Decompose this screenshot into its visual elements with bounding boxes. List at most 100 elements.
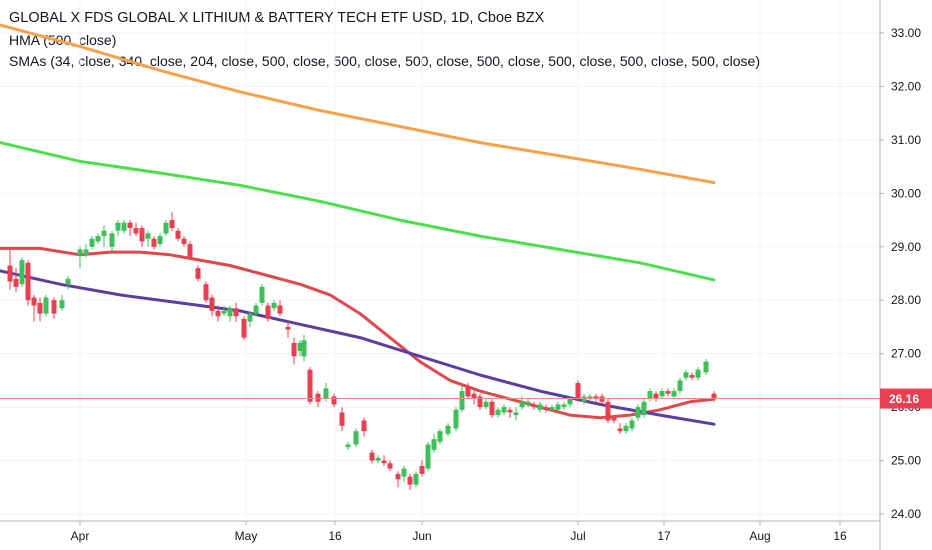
y-tick-label: 32.00 [891, 79, 921, 93]
candle-body [323, 388, 329, 400]
candle-body [659, 391, 665, 397]
candle-down [31, 294, 37, 322]
time-axis[interactable]: Apr May 16 Jun Jul 17 Aug 16 [71, 521, 847, 543]
candle-body [331, 396, 337, 405]
candle-down [277, 300, 283, 317]
candle-down [203, 281, 209, 303]
y-tick-label: 33.00 [891, 26, 921, 40]
candle-body [307, 369, 313, 402]
candle-body [175, 230, 181, 239]
candle-up [19, 257, 25, 287]
candle-body [567, 399, 573, 405]
candle-body [345, 444, 351, 448]
candle-body [285, 326, 291, 330]
candle-down [181, 236, 187, 247]
candle-body [677, 380, 683, 392]
candle-body [265, 305, 271, 319]
candle-body [671, 391, 677, 397]
candle-body [247, 313, 253, 322]
candle-down [369, 449, 375, 464]
candle-down [471, 391, 477, 405]
candle-up [59, 294, 65, 311]
candle-body [121, 222, 127, 231]
candle-body [203, 284, 209, 301]
candle-body [95, 236, 101, 242]
candle-up [353, 428, 359, 448]
candle-up [77, 246, 83, 269]
candle-up [537, 401, 543, 413]
candle-down [665, 388, 671, 397]
candle-up [703, 359, 709, 376]
candle-up [647, 388, 653, 402]
sma-indicator-label[interactable]: SMAs (34, close, 340, close, 204, close,… [9, 53, 760, 69]
candle-down [127, 220, 133, 237]
last-price-badge-bg [880, 388, 932, 409]
x-tick-label: Apr [71, 529, 90, 543]
candle-body [7, 265, 13, 282]
candle-body [483, 401, 489, 408]
candle-body [599, 396, 605, 402]
candle-up [109, 230, 115, 253]
grid [0, 0, 880, 521]
candle-body [215, 310, 221, 317]
candle-down [489, 399, 495, 418]
candle-down [233, 302, 239, 322]
candle-down [215, 305, 221, 322]
candle-body [695, 369, 701, 378]
candle-body [471, 393, 477, 400]
candle-body [301, 340, 307, 357]
candle-up [641, 399, 647, 418]
candle-body [381, 460, 387, 464]
candle-down [387, 460, 393, 472]
candle-up [431, 433, 437, 453]
candle-body [593, 396, 599, 400]
candle-body [587, 396, 593, 400]
candle-body [271, 302, 277, 309]
candle-body [459, 391, 465, 410]
candle-up [629, 417, 635, 432]
candle-body [187, 244, 193, 258]
candle-up [121, 220, 127, 234]
x-tick-label: 16 [328, 529, 342, 543]
candle-up [43, 294, 49, 317]
candle-body [407, 476, 413, 485]
candle-up [549, 404, 555, 413]
candle-up [271, 300, 277, 311]
x-tick-label: Aug [749, 529, 770, 543]
candle-down [599, 393, 605, 405]
candle-body [495, 409, 501, 416]
candle-body [445, 425, 451, 434]
candle-up [635, 404, 641, 421]
candle-body [395, 473, 401, 480]
candle-up [659, 388, 665, 400]
candle-body [401, 468, 407, 477]
candle-down [407, 473, 413, 490]
candle-body [241, 318, 247, 338]
last-price-badge: 26.16 [880, 388, 932, 409]
candle-down [531, 401, 537, 410]
candle-up [437, 428, 443, 445]
candle-down [711, 391, 717, 402]
candle-body [139, 228, 145, 242]
candle-body [25, 262, 31, 301]
candle-body [375, 457, 381, 461]
candle-body [181, 238, 187, 245]
candle-body [501, 407, 507, 413]
candle-body [683, 372, 689, 378]
candle-body [413, 473, 419, 485]
series-line-sma-204 [0, 141, 716, 282]
candle-body [641, 401, 647, 416]
candle-down [265, 302, 271, 322]
candle-body [353, 431, 359, 445]
candle-down [169, 212, 175, 231]
candle-body [89, 238, 95, 247]
candle-body [647, 391, 653, 400]
candle-up [89, 236, 95, 250]
candle-body [561, 404, 567, 408]
candle-body [387, 463, 393, 469]
candle-up [501, 404, 507, 416]
price-axis[interactable]: 24.0025.0026.0027.0028.0029.0030.0031.00… [880, 26, 921, 521]
y-tick-label: 29.00 [891, 240, 921, 254]
candle-down [209, 294, 215, 317]
